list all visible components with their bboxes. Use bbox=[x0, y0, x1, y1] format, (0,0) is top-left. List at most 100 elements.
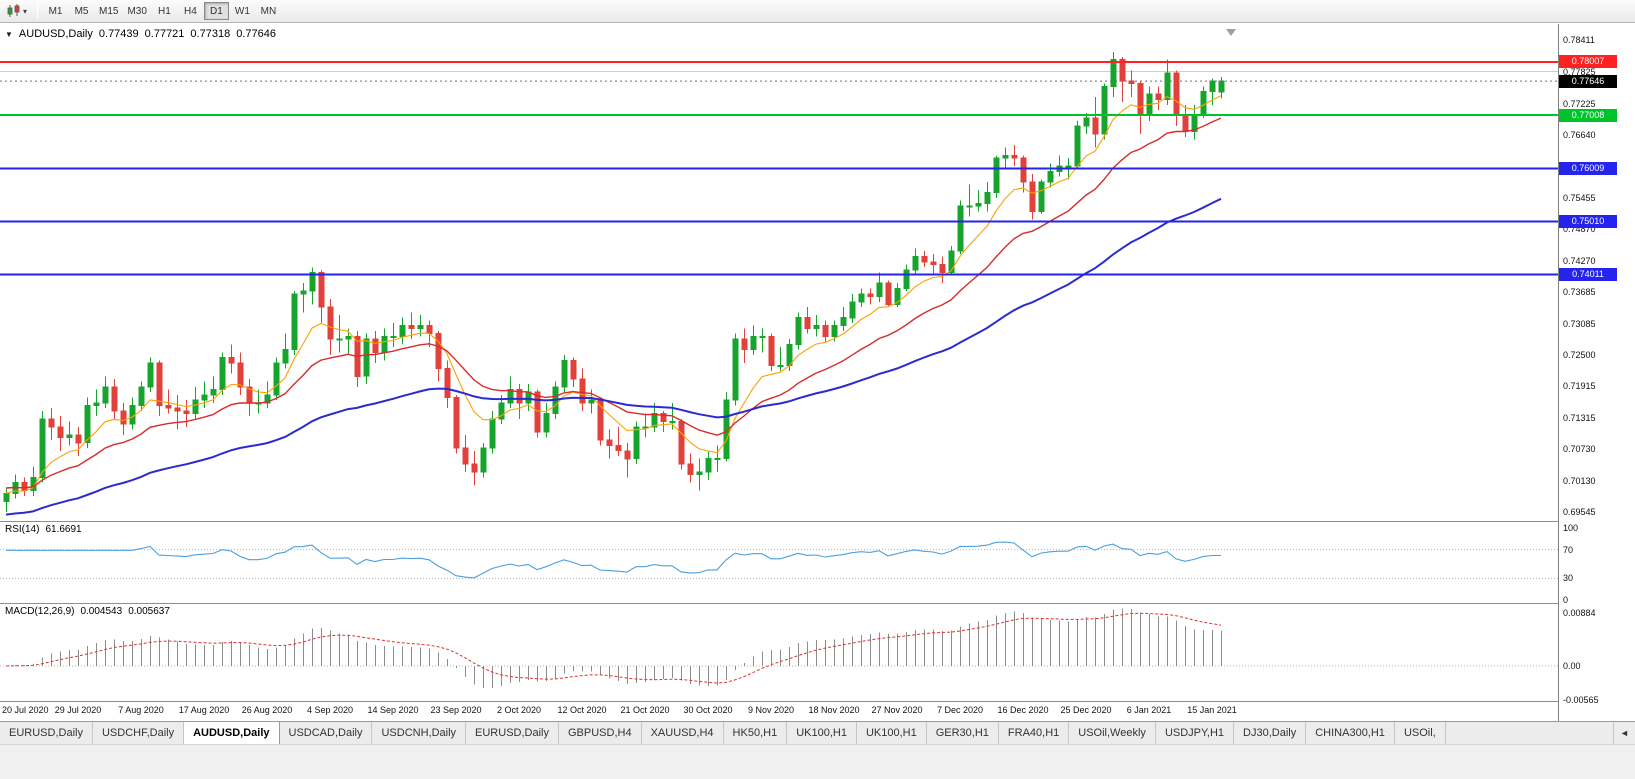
timeframe-button-m5[interactable]: M5 bbox=[69, 2, 94, 20]
timeframe-button-h1[interactable]: H1 bbox=[152, 2, 177, 20]
rsi-name: RSI(14) bbox=[5, 524, 40, 535]
timeframe-button-mn[interactable]: MN bbox=[256, 2, 281, 20]
status-bar bbox=[0, 744, 1635, 779]
timeframe-button-d1[interactable]: D1 bbox=[203, 2, 229, 20]
macd-name: MACD(12,26,9) bbox=[5, 606, 75, 617]
time-scale-label: 27 Nov 2020 bbox=[871, 705, 923, 715]
price-scale-tick: 0.72500 bbox=[1563, 350, 1596, 360]
candlestick-chart-icon[interactable] bbox=[4, 3, 22, 19]
price-scale[interactable]: 0.78411 0.77825 0.77225 0.76640 0.75455 0.748… bbox=[1558, 24, 1635, 721]
chart-type-dropdown-icon[interactable]: ▾ bbox=[23, 6, 28, 16]
chart-tab-dj30-daily[interactable]: DJ30,Daily bbox=[1234, 722, 1307, 744]
price-level-badge: 0.76009 bbox=[1559, 162, 1617, 175]
price-level-badge: 0.75010 bbox=[1559, 215, 1617, 228]
tab-scroll-left-button[interactable]: ◄ bbox=[1613, 721, 1635, 744]
chart-tab-eurusd-daily[interactable]: EURUSD,Daily bbox=[466, 722, 559, 744]
chart-tab-bar: EURUSD,Daily USDCHF,Daily AUDUSD,Daily USDC… bbox=[0, 721, 1635, 744]
price-scale-tick: 0.77825 bbox=[1563, 67, 1596, 77]
time-scale-label: 23 Sep 2020 bbox=[430, 705, 482, 715]
low-value: 0.77318 bbox=[190, 28, 231, 40]
time-scale-label: 15 Jan 2021 bbox=[1187, 705, 1237, 715]
chart-tab-usdcnh-daily[interactable]: USDCNH,Daily bbox=[372, 722, 467, 744]
time-scale-label: 12 Oct 2020 bbox=[557, 705, 607, 715]
open-value: 0.77439 bbox=[98, 28, 139, 40]
ma-line-fast bbox=[5, 95, 1222, 494]
symbol-timeframe-label: AUDUSD,Daily bbox=[18, 28, 93, 40]
timeframe-button-m30[interactable]: M30 bbox=[123, 2, 150, 20]
macd-scale-tick: -0.00565 bbox=[1563, 695, 1599, 705]
chart-tab-usdcad-daily[interactable]: USDCAD,Daily bbox=[279, 722, 373, 744]
price-chart-pane: ▼ AUDUSD,Daily 0.77439 0.77721 0.77318 0… bbox=[0, 24, 1558, 521]
pane-separator-2[interactable] bbox=[0, 603, 1635, 604]
timeframe-button-h4[interactable]: H4 bbox=[178, 2, 203, 20]
rsi-scale-tick: 100 bbox=[1563, 523, 1579, 533]
price-scale-tick: 0.78411 bbox=[1563, 35, 1595, 45]
current-price-badge: 0.77646 bbox=[1559, 75, 1617, 88]
macd-pane: MACD(12,26,9) 0.004543 0.005637 bbox=[0, 604, 1558, 701]
time-scale-label: 21 Oct 2020 bbox=[620, 705, 670, 715]
time-scale-label: 26 Aug 2020 bbox=[241, 705, 293, 715]
time-scale-label: 2 Oct 2020 bbox=[496, 705, 542, 715]
chart-tab-usoil[interactable]: USOil, bbox=[1394, 722, 1446, 744]
chart-tab-xauusd-h4[interactable]: XAUUSD,H4 bbox=[641, 722, 724, 744]
macd-chart[interactable] bbox=[0, 604, 1558, 701]
moving-averages bbox=[5, 95, 1222, 516]
chart-tab-eurusd-daily[interactable]: EURUSD,Daily bbox=[0, 722, 93, 744]
chart-tab-china300-h1[interactable]: CHINA300,H1 bbox=[1306, 722, 1395, 744]
rsi-chart[interactable] bbox=[0, 522, 1558, 603]
rsi-value: 61.6691 bbox=[45, 524, 82, 535]
price-scale-tick: 0.71315 bbox=[1563, 413, 1596, 423]
level-lines[interactable] bbox=[0, 60, 1558, 276]
chart-title: ▼ AUDUSD,Daily 0.77439 0.77721 0.77318 0… bbox=[5, 28, 276, 40]
pane-separator-1[interactable] bbox=[0, 521, 1635, 522]
chart-tab-audusd-daily[interactable]: AUDUSD,Daily bbox=[184, 722, 280, 744]
macd-label: MACD(12,26,9) 0.004543 0.005637 bbox=[5, 606, 170, 617]
time-scale[interactable]: 20 Jul 2020 29 Jul 2020 7 Aug 2020 17 Aug 2… bbox=[0, 702, 1558, 720]
price-level-badge: 0.77008 bbox=[1559, 109, 1617, 122]
price-scale-tick: 0.75455 bbox=[1563, 193, 1596, 203]
time-scale-label: 20 Jul 2020 bbox=[2, 705, 49, 715]
time-scale-label: 17 Aug 2020 bbox=[178, 705, 230, 715]
price-scale-tick: 0.74870 bbox=[1563, 224, 1596, 234]
collapse-arrow-icon[interactable]: ▼ bbox=[5, 29, 13, 39]
chart-tab-uk100-h1[interactable]: UK100,H1 bbox=[787, 722, 857, 744]
price-scale-tick: 0.74270 bbox=[1563, 256, 1596, 266]
candles bbox=[3, 52, 1225, 512]
time-scale-label: 18 Nov 2020 bbox=[808, 705, 860, 715]
timeframe-toolbar: ▾ M1 M5 M15 M30 H1 H4 D1 W1 MN bbox=[0, 0, 1635, 23]
rsi-scale-tick: 0 bbox=[1563, 595, 1569, 605]
rsi-pane: RSI(14) 61.6691 bbox=[0, 522, 1558, 603]
chart-tab-usdchf-daily[interactable]: USDCHF,Daily bbox=[92, 722, 185, 744]
toolbar-separator bbox=[37, 3, 39, 19]
chart-tab-gbpusd-h4[interactable]: GBPUSD,H4 bbox=[559, 722, 642, 744]
macd-scale-tick: 0.00 bbox=[1563, 661, 1581, 671]
timeframe-button-m15[interactable]: M15 bbox=[95, 2, 122, 20]
chart-tab-usdjpy-h1[interactable]: USDJPY,H1 bbox=[1155, 722, 1235, 744]
price-scale-tick: 0.70730 bbox=[1563, 444, 1596, 454]
chart-tab-hk50-h1[interactable]: HK50,H1 bbox=[723, 722, 788, 744]
ma-line-medium bbox=[5, 117, 1222, 489]
chart-tab-uk100-h1[interactable]: UK100,H1 bbox=[856, 722, 927, 744]
chart-tab-usoil-weekly[interactable]: USOil,Weekly bbox=[1069, 722, 1156, 744]
candlestick-chart[interactable] bbox=[0, 24, 1558, 521]
ma-line-slow bbox=[5, 197, 1222, 516]
timeframe-button-m1[interactable]: M1 bbox=[43, 2, 68, 20]
chart-tab-ger30-h1[interactable]: GER30,H1 bbox=[926, 722, 999, 744]
rsi-line bbox=[6, 541, 1221, 579]
time-scale-label: 4 Sep 2020 bbox=[306, 705, 354, 715]
pane-separator-3 bbox=[0, 701, 1635, 702]
macd-signal-value: 0.005637 bbox=[128, 606, 170, 617]
macd-histogram bbox=[15, 608, 1222, 688]
time-scale-label: 14 Sep 2020 bbox=[367, 705, 419, 715]
price-level-badge: 0.78007 bbox=[1559, 55, 1617, 68]
price-scale-tick: 0.77225 bbox=[1563, 99, 1596, 109]
time-scale-label: 16 Dec 2020 bbox=[997, 705, 1049, 715]
time-scale-label: 9 Nov 2020 bbox=[747, 705, 795, 715]
macd-main-value: 0.004543 bbox=[80, 606, 123, 617]
time-scale-label: 7 Aug 2020 bbox=[118, 705, 164, 715]
chart-shift-marker[interactable] bbox=[1226, 29, 1236, 36]
timeframe-button-group: M1 M5 M15 M30 H1 H4 D1 W1 MN bbox=[43, 2, 281, 20]
chart-tab-fra40-h1[interactable]: FRA40,H1 bbox=[998, 722, 1070, 744]
timeframe-button-w1[interactable]: W1 bbox=[230, 2, 255, 20]
